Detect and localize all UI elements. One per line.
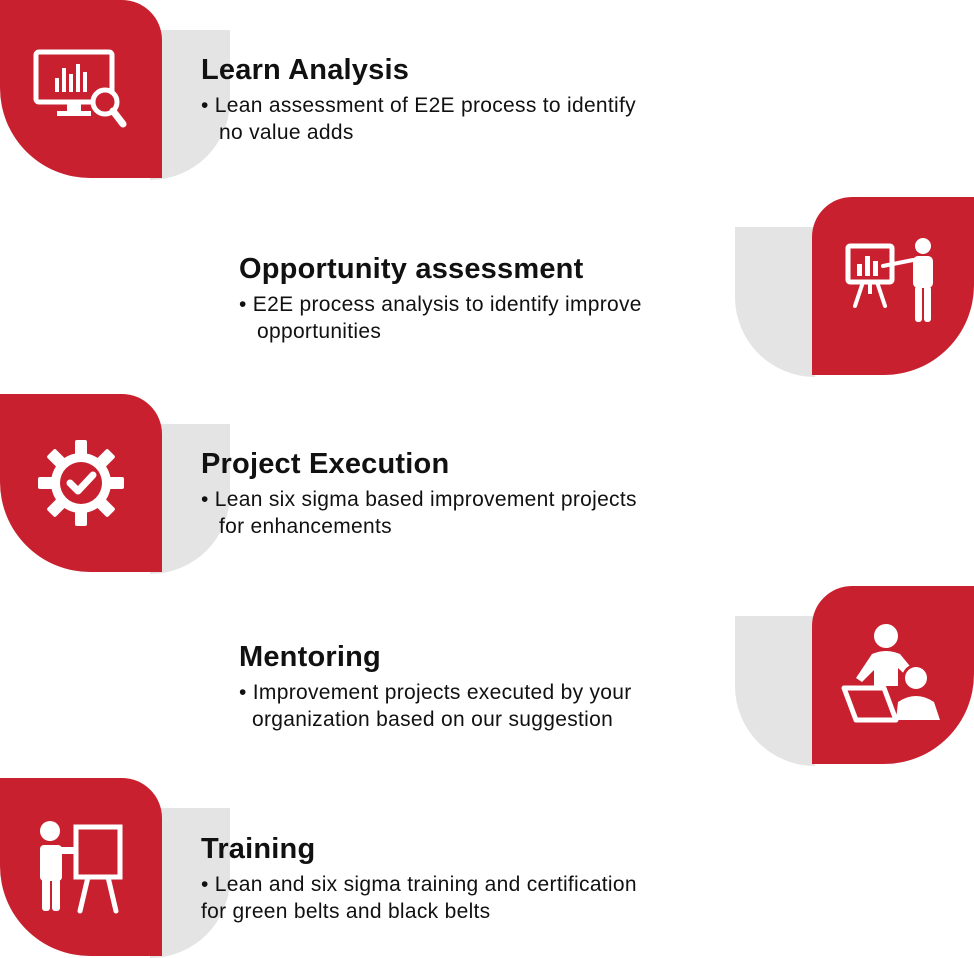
tile-shadow xyxy=(735,227,815,377)
presenter-chart-icon xyxy=(845,238,933,322)
item-title: Learn Analysis xyxy=(201,54,410,86)
item-title: Opportunity assessment xyxy=(239,253,584,285)
item-desc-line2: opportunities xyxy=(257,320,382,343)
item-desc-line1: • Lean assessment of E2E process to iden… xyxy=(201,94,636,117)
icon-tile xyxy=(0,0,162,178)
monitor-analysis-icon xyxy=(33,49,127,128)
item-desc-line1: • Lean six sigma based improvement proje… xyxy=(201,488,637,511)
item-desc-line2: organization based on our suggestion xyxy=(252,708,614,731)
item-title: Project Execution xyxy=(201,448,450,480)
icon-tile xyxy=(812,197,974,375)
item-desc-line1: • Lean and six sigma training and certif… xyxy=(201,873,637,896)
mentor-laptop-icon xyxy=(841,624,940,723)
service-item-training: Training • Lean and six sigma training a… xyxy=(0,778,974,958)
service-item-project-execution: Project Execution • Lean six sigma based… xyxy=(0,394,974,574)
item-desc-line2: no value adds xyxy=(219,121,354,144)
service-item-mentoring: Mentoring • Improvement projects execute… xyxy=(0,586,974,766)
item-title: Training xyxy=(201,833,316,865)
service-item-learn-analysis: Learn Analysis • Lean assessment of E2E … xyxy=(0,0,974,180)
item-desc-line2: for green belts and black belts xyxy=(201,900,491,923)
trainer-board-icon xyxy=(40,821,123,914)
item-desc-line1: • Improvement projects executed by your xyxy=(239,681,632,704)
item-desc-line1: • E2E process analysis to identify impro… xyxy=(239,293,642,316)
icon-tile xyxy=(0,778,162,956)
icon-tile xyxy=(812,586,974,764)
icon-tile xyxy=(0,394,162,572)
item-title: Mentoring xyxy=(239,641,381,673)
item-desc-line2: for enhancements xyxy=(219,515,392,538)
service-item-opportunity-assessment: Opportunity assessment • E2E process ana… xyxy=(0,197,974,377)
tile-shadow xyxy=(735,616,815,766)
gear-check-icon xyxy=(38,440,124,526)
